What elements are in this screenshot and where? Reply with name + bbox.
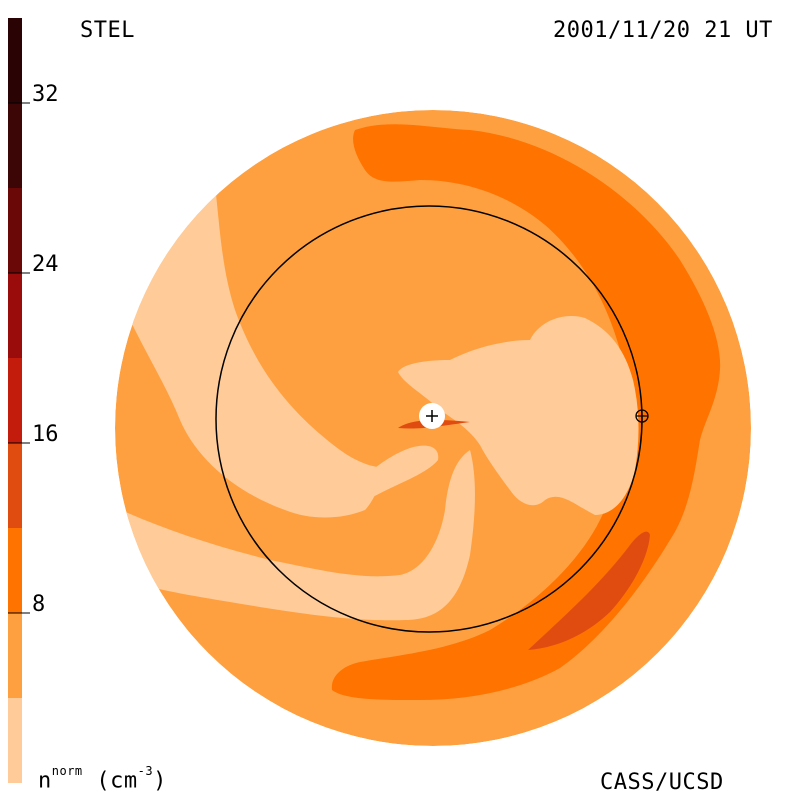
colorbar-tick-label: 8 — [32, 592, 46, 617]
colorbar-segment — [8, 443, 22, 528]
colorbar-tick-label: 32 — [32, 82, 59, 107]
density-contour-light — [115, 185, 395, 518]
colorbar — [8, 18, 30, 783]
earth-marker — [635, 409, 649, 423]
units-text: (cm — [82, 768, 138, 794]
colorbar-segment — [8, 273, 22, 358]
colorbar-tick-label: 16 — [32, 422, 59, 447]
timestamp-label: 2001/11/20 21 UT — [553, 18, 773, 43]
units-superscript: norm — [51, 764, 83, 778]
colorbar-segment — [8, 103, 22, 188]
units-exponent: -3 — [137, 764, 154, 778]
colorbar-segment — [8, 358, 22, 443]
colorbar-segment — [8, 188, 22, 273]
colorbar-tick-label: 24 — [32, 252, 59, 277]
units-label: nnorm (cm-3) — [38, 764, 167, 794]
instrument-label: STEL — [80, 18, 135, 43]
colorbar-segment — [8, 613, 22, 698]
credit-label: CASS/UCSD — [600, 770, 724, 795]
density-contour-light — [350, 445, 439, 510]
colorbar-segment — [8, 18, 22, 103]
units-base: n — [38, 768, 52, 794]
colorbar-segment — [8, 698, 22, 783]
density-contour-light — [115, 450, 475, 621]
units-close: ) — [153, 768, 167, 794]
sun-marker — [419, 403, 445, 429]
colorbar-segment — [8, 528, 22, 613]
density-contour-light — [398, 316, 639, 515]
density-contour-dark — [528, 531, 650, 650]
